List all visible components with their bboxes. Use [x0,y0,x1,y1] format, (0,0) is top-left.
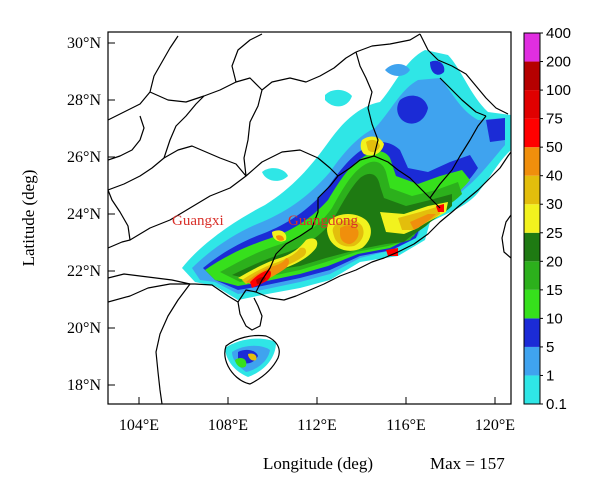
colorbar-swatch [524,33,540,62]
y-tick-label: 30°N [67,35,101,52]
colorbar-frame [523,32,541,405]
colorbar-level-label: 200 [546,54,571,71]
border-sichuan [108,35,179,121]
hainan-island [224,334,280,385]
x-tick-label: 120°E [475,417,515,434]
taiwan-island [501,214,511,259]
border-jiangxi-fujian [429,115,487,199]
border-yunnan-vietnam [108,273,191,285]
border-chongqing [149,77,263,103]
colorbar-level-label: 0.1 [546,396,567,413]
colorbar-swatch [524,318,540,347]
leizhou-peninsula [237,297,263,331]
boundary-lines [108,33,511,404]
border-yunnan-guizhou [108,115,145,161]
y-tick-label: 20°N [67,320,101,337]
province-label-guangxi: Guangxi [172,213,224,229]
colorbar-swatch [524,375,540,404]
tick-marks [108,42,496,404]
y-tick-label: 24°N [67,206,101,223]
border-guizhou-hunan [163,95,205,159]
border-guizhou [108,145,247,191]
colorbar-swatch [524,90,540,119]
border-hunan-west [243,51,357,177]
colorbar-level-label: 75 [546,111,563,128]
x-tick-label: 108°E [208,417,248,434]
colorbar-level-label: 20 [546,253,563,270]
x-tick-labels: 104°E 108°E 112°E 116°E 120°E [119,417,515,434]
border-hubei-anhui [355,33,421,53]
colorbar-level-label: 5 [546,339,554,356]
y-tick-label: 18°N [67,377,101,394]
province-label-guangdong: Guangdong [288,213,358,229]
border-zhejiang-fujian [439,77,487,117]
colorbar-level-label: 100 [546,82,571,99]
colorbar-swatch [524,204,540,233]
border-guangdong-hunan-jiangxi [337,155,441,209]
max-annotation: Max = 157 [430,454,505,473]
y-tick-labels: 18°N 20°N 22°N 24°N 26°N 28°N 30°N [67,35,101,394]
colorbar-swatch [524,289,540,319]
y-tick-label: 28°N [67,92,101,109]
colorbar-swatch [524,61,540,91]
colorbar-swatch [524,346,540,376]
colorbar-level-label: 40 [546,168,563,185]
vietnam-coast [155,283,191,404]
coastline [108,151,511,303]
colorbar-level-label: 30 [546,196,563,213]
border-hunan-jiangxi [355,51,379,157]
y-tick-label: 22°N [67,263,101,280]
colorbar-level-label: 25 [546,225,563,242]
border-yunnan [108,189,131,249]
colorbar-swatch [524,147,540,176]
colorbar-level-label: 15 [546,282,563,299]
colorbar-swatch [524,118,540,148]
colorbar-level-label: 50 [546,139,563,156]
border-zhejiang [419,33,509,115]
colorbar-level-label: 1 [546,367,554,384]
y-axis-label: Latitude (deg) [19,170,38,267]
colorbar-level-label: 400 [546,25,571,42]
colorbar-level-label: 10 [546,310,563,327]
plot-frame [107,31,512,405]
border-guangxi-guangdong [255,175,339,293]
colorbar-swatch [524,232,540,262]
colorbar-swatch [524,175,540,205]
border-hubei [231,33,263,83]
x-tick-label: 116°E [386,417,426,434]
x-tick-label: 104°E [119,417,159,434]
x-axis-label: Longitude (deg) [263,454,373,473]
colorbar-swatch [524,261,540,290]
x-tick-label: 112°E [297,417,337,434]
y-tick-label: 26°N [67,149,101,166]
precipitation-field [182,50,511,377]
